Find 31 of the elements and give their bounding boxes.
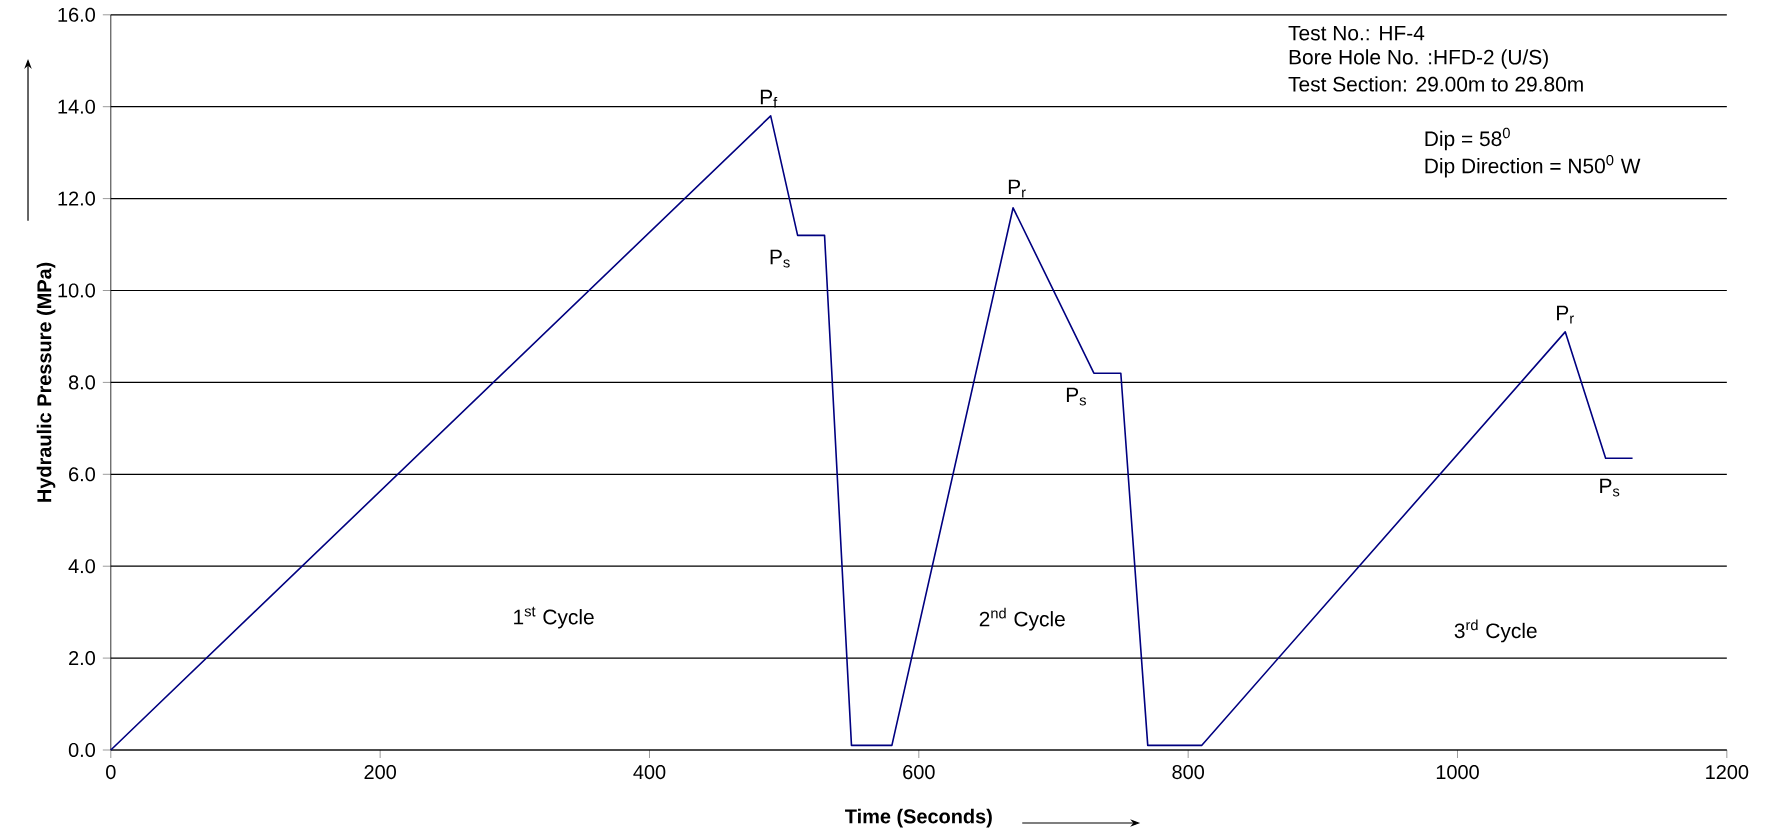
annotation: Test No.: HF-4	[1288, 25, 1425, 41]
annotation: Bore Hole No. :HFD-2 (U/S)	[1289, 49, 1548, 69]
y-tick-label: 12.0	[58, 191, 95, 206]
y-tick-label: 8.0	[68, 375, 95, 390]
y-tick-label: 10.0	[58, 283, 95, 298]
annotation: Test Section: 29.00m to 29.80m	[1288, 76, 1583, 92]
y-tick-label: 6.0	[69, 467, 95, 482]
y-tick-label: 16.0	[58, 7, 95, 22]
annotation: P$_{s}$	[1600, 478, 1620, 497]
x-tick-label: 800	[1172, 765, 1204, 780]
y-axis-title: Hydraulic Pressure (MPa)	[36, 262, 56, 502]
annotation: Dip = 58$^{0}$	[1425, 127, 1510, 151]
annotation: 3$^{rd}$ Cycle	[1454, 619, 1537, 643]
annotation: 1$^{st}$ Cycle	[514, 606, 594, 629]
x-tick-label: 600	[903, 765, 935, 780]
annotation: 2$^{nd}$ Cycle	[979, 607, 1065, 631]
x-tick-label: 400	[633, 765, 666, 780]
x-tick-label: 1000	[1436, 765, 1479, 780]
y-tick-label: 0.0	[68, 742, 95, 758]
y-tick-label: 2.0	[69, 651, 95, 666]
x-tick-label: 200	[364, 765, 396, 780]
annotation: P$_{s}$	[770, 249, 790, 268]
annotation: P$_{r}$	[1557, 305, 1574, 324]
annotation: P$_{s}$	[1066, 387, 1086, 406]
annotation: Dip Direction = N50$^{0}$ W	[1425, 155, 1641, 178]
x-tick-label: 0	[106, 765, 116, 780]
x-axis-title: Time (Seconds)	[845, 808, 992, 828]
y-tick-label: 4.0	[68, 559, 95, 574]
x-tick-label: 1200	[1706, 765, 1749, 780]
annotation: P$_{r}$	[1008, 179, 1026, 198]
y-tick-label: 14.0	[58, 99, 95, 114]
